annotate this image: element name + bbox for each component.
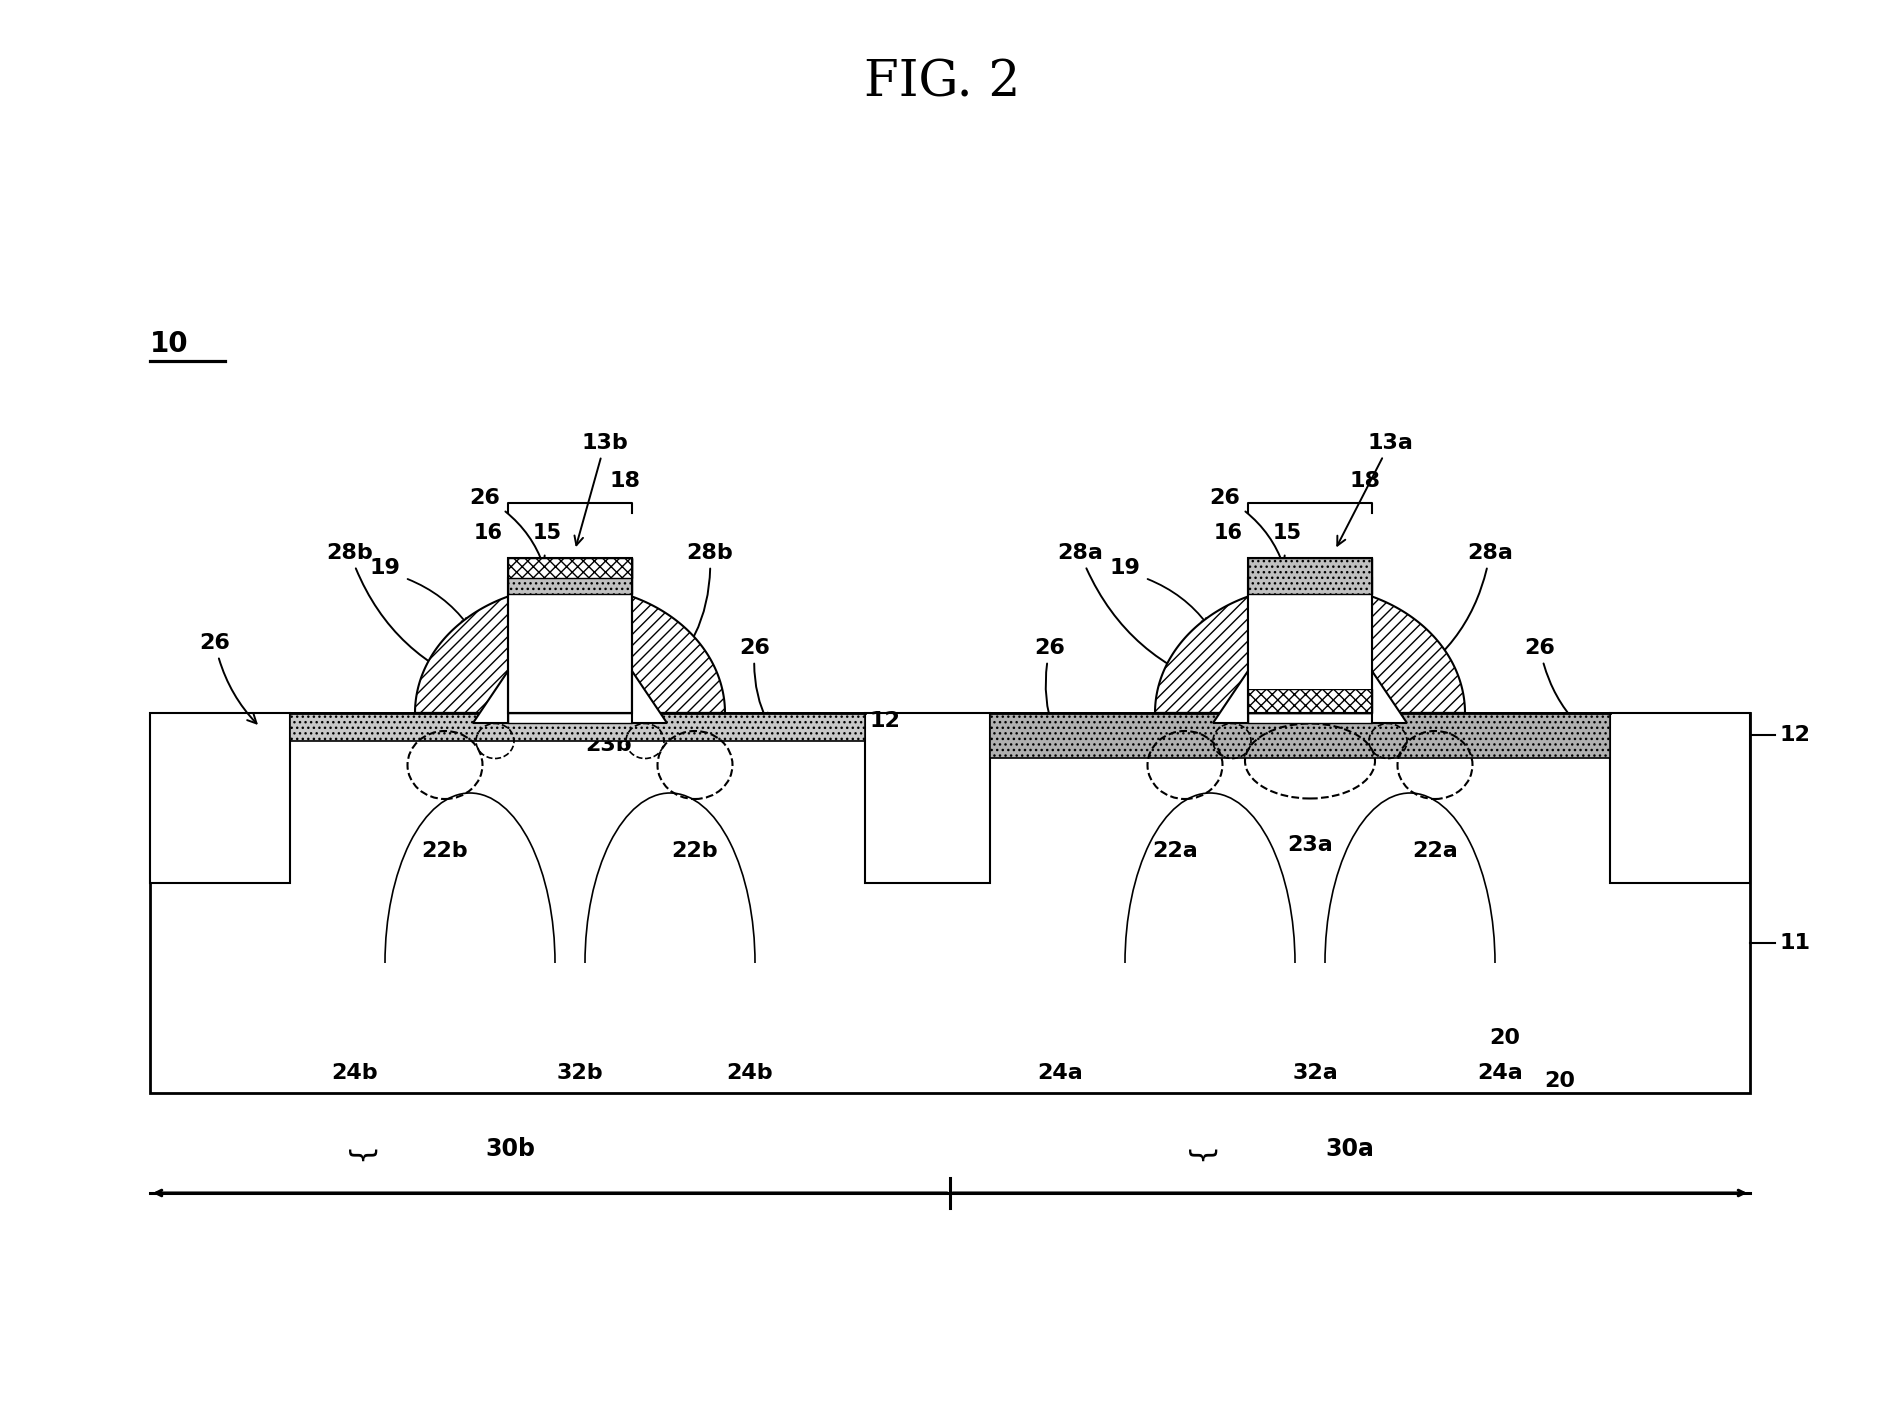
Text: 22a: 22a	[1413, 841, 1458, 861]
Text: 26: 26	[1524, 639, 1577, 723]
Text: 18: 18	[1349, 471, 1381, 490]
Bar	[989, 714, 1611, 757]
Bar	[865, 714, 989, 883]
Bar	[1247, 558, 1372, 593]
Bar	[1247, 578, 1372, 690]
Text: 30a: 30a	[1326, 1137, 1375, 1161]
Polygon shape	[473, 671, 509, 723]
Text: 23a: 23a	[1287, 835, 1332, 855]
Polygon shape	[1213, 671, 1247, 723]
Bar	[509, 578, 631, 714]
Text: 32a: 32a	[1292, 1063, 1338, 1082]
Text: 24b: 24b	[332, 1063, 379, 1082]
Text: 24b: 24b	[727, 1063, 772, 1082]
Bar	[1247, 714, 1372, 723]
Bar	[290, 714, 865, 740]
Text: 16: 16	[475, 523, 503, 543]
Text: 19: 19	[1110, 558, 1140, 578]
Bar	[509, 558, 631, 593]
Text: 32b: 32b	[556, 1063, 603, 1082]
Text: 23b: 23b	[586, 735, 631, 755]
Text: 28b: 28b	[654, 543, 733, 688]
Polygon shape	[1155, 586, 1466, 714]
Text: 30b: 30b	[484, 1137, 535, 1161]
Text: 28b: 28b	[326, 543, 486, 691]
Text: 26: 26	[467, 639, 501, 723]
Text: 26: 26	[740, 639, 771, 722]
Text: {: {	[345, 1142, 375, 1161]
Bar	[509, 714, 631, 723]
Text: 24a: 24a	[1477, 1063, 1522, 1082]
Text: 13a: 13a	[1338, 432, 1413, 545]
Text: 13b: 13b	[575, 432, 629, 545]
Bar	[509, 558, 631, 714]
Text: 24a: 24a	[1036, 1063, 1083, 1082]
Polygon shape	[414, 586, 725, 714]
Text: 22a: 22a	[1153, 841, 1198, 861]
Text: 12: 12	[1780, 725, 1811, 745]
Text: 10: 10	[151, 331, 188, 357]
Bar	[1247, 578, 1372, 714]
Text: 21: 21	[1309, 716, 1340, 750]
Text: 26: 26	[469, 487, 544, 565]
Text: 12: 12	[870, 711, 901, 731]
Text: 26: 26	[1034, 639, 1066, 731]
Bar	[151, 714, 1750, 1094]
Text: 15: 15	[1274, 523, 1302, 543]
Text: 26: 26	[200, 633, 256, 723]
Bar	[1247, 558, 1372, 714]
Text: 28a: 28a	[1057, 543, 1226, 691]
Text: 18: 18	[610, 471, 641, 490]
Text: 26: 26	[1210, 487, 1285, 565]
Bar	[509, 558, 631, 578]
Text: 20: 20	[1545, 1071, 1575, 1091]
Text: 20: 20	[1490, 1029, 1520, 1048]
Text: 28a: 28a	[1394, 543, 1513, 688]
Text: 15: 15	[533, 523, 561, 543]
Text: 16: 16	[1213, 523, 1243, 543]
Text: 19: 19	[369, 558, 401, 578]
Text: 22b: 22b	[673, 841, 718, 861]
Bar	[1611, 714, 1750, 883]
Polygon shape	[1372, 671, 1407, 723]
Bar	[151, 714, 290, 883]
Text: 11: 11	[1780, 933, 1811, 952]
Text: {: {	[1185, 1142, 1215, 1161]
Polygon shape	[631, 671, 667, 723]
Text: FIG. 2: FIG. 2	[865, 58, 1019, 107]
Text: 22b: 22b	[422, 841, 469, 861]
Bar	[1247, 690, 1372, 714]
